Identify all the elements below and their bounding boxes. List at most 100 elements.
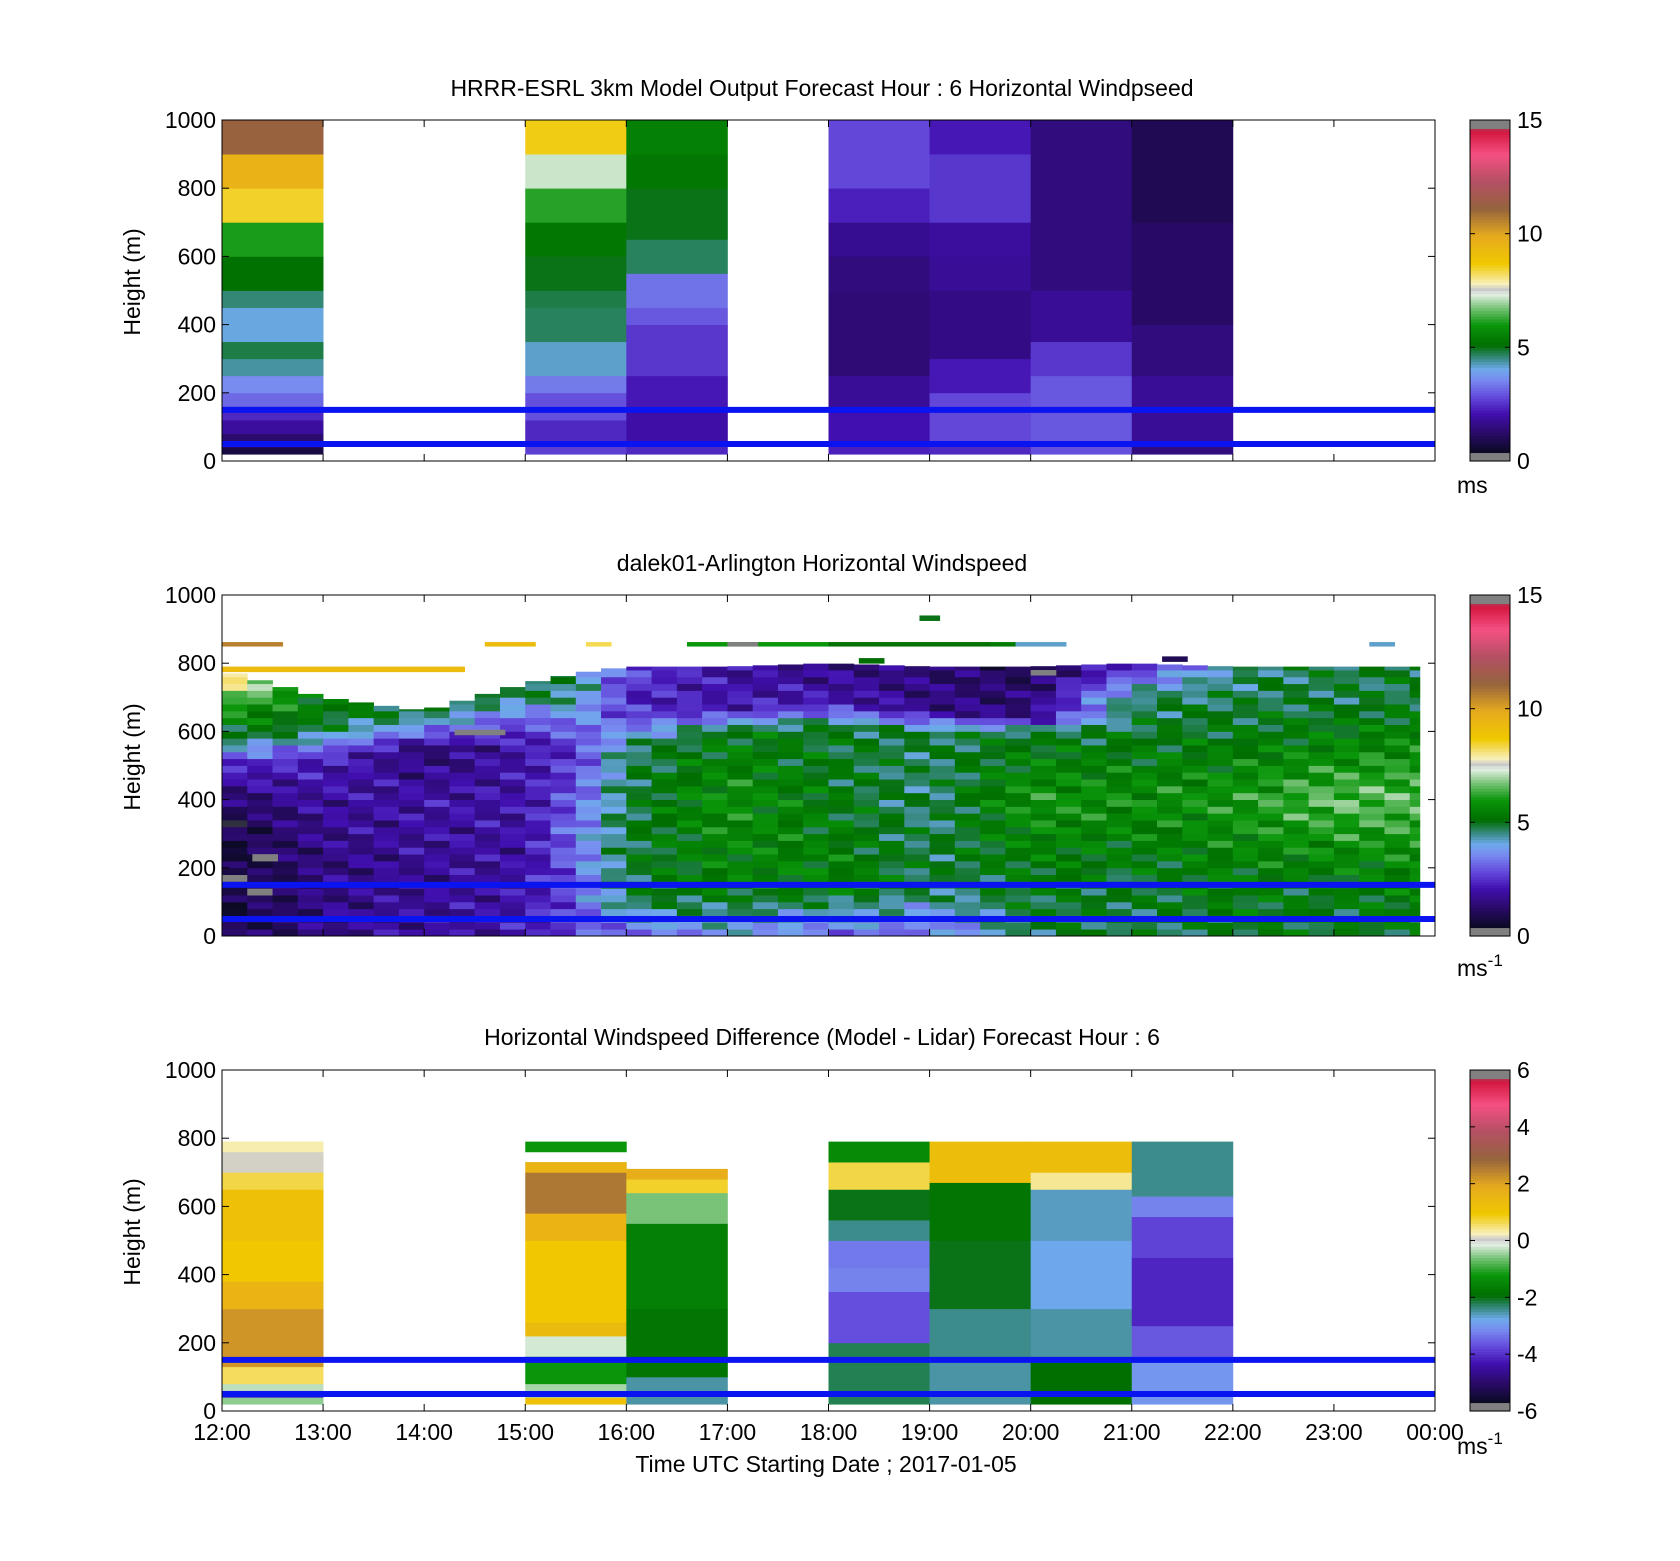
heatmap-cell — [297, 922, 324, 930]
heatmap-cells — [222, 120, 1234, 455]
heatmap-cell — [525, 901, 551, 910]
heatmap-cell — [626, 307, 728, 325]
heatmap-cell — [1207, 724, 1234, 732]
colorbar-segment — [1470, 347, 1510, 351]
heatmap-cell — [272, 772, 299, 780]
heatmap-cell — [1182, 745, 1208, 753]
heatmap-cell — [929, 895, 956, 903]
heatmap-cell — [1030, 341, 1133, 377]
x-tick-label: 12:00 — [193, 1419, 251, 1445]
heatmap-cell — [1005, 895, 1032, 903]
heatmap-cell — [1106, 758, 1133, 766]
colorbar-segment — [1470, 805, 1510, 809]
colorbar-segment — [1470, 176, 1510, 181]
heatmap-cell — [1030, 874, 1057, 882]
y-tick-label: 600 — [178, 1193, 216, 1219]
heatmap-cell — [1283, 826, 1310, 835]
heatmap-cell — [803, 745, 829, 753]
heatmap-cell — [1030, 1240, 1133, 1310]
heatmap-cell — [272, 779, 299, 787]
heatmap-cell — [1030, 1308, 1133, 1361]
heatmap-cell — [1131, 847, 1158, 855]
heatmap-cell — [272, 799, 299, 807]
heatmap-cell — [222, 854, 248, 862]
colorbar-segment — [1470, 893, 1510, 897]
heatmap-cell — [828, 710, 855, 719]
heatmap-cell — [525, 820, 551, 828]
heatmap-cell — [499, 690, 526, 698]
y-tick-label: 1000 — [165, 107, 216, 133]
heatmap-cell — [853, 664, 880, 671]
heatmap-cell — [550, 840, 577, 848]
heatmap-cell — [954, 785, 981, 794]
heatmap-cell — [1005, 758, 1032, 766]
heatmap-cell — [990, 642, 1016, 647]
heatmap-cell — [1131, 670, 1158, 678]
colorbar-segment — [1470, 1175, 1510, 1179]
colorbar-segment — [1470, 916, 1510, 920]
heatmap-cell — [1409, 847, 1421, 855]
heatmap-cell — [879, 895, 905, 903]
heatmap-cell — [727, 874, 754, 882]
colorbar-segment — [1470, 1388, 1510, 1392]
heatmap-cell — [1005, 772, 1032, 780]
heatmap-cell — [676, 847, 703, 855]
heatmap-cell — [1283, 888, 1310, 896]
heatmap-cell — [525, 188, 627, 223]
heatmap-cell — [1106, 826, 1133, 835]
heatmap-cell — [929, 670, 956, 678]
colorbar-segment — [1470, 162, 1510, 167]
heatmap-cell — [980, 666, 1006, 671]
heatmap-cell — [373, 901, 400, 910]
heatmap-cell — [1232, 929, 1259, 937]
heatmap-cell — [1359, 779, 1385, 787]
heatmap-cell — [626, 1223, 728, 1310]
heatmap-cell — [777, 854, 804, 862]
heatmap-cell — [550, 676, 577, 685]
heatmap-cell — [980, 792, 1006, 800]
colorbar-segment — [1470, 202, 1510, 206]
heatmap-cell — [247, 704, 273, 712]
colorbar-segment — [1470, 1399, 1510, 1404]
heatmap-cell — [575, 690, 602, 698]
colorbar-segment — [1470, 1382, 1510, 1387]
heatmap-cell — [1157, 785, 1183, 794]
heatmap-cell — [752, 731, 779, 739]
colorbar-segment — [1470, 264, 1510, 269]
heatmap-cell — [1333, 670, 1360, 678]
heatmap-cell — [550, 675, 577, 678]
heatmap-cell — [575, 854, 602, 862]
colorbar-segment — [1470, 1217, 1510, 1222]
heatmap-cell — [904, 867, 930, 876]
x-tick-label: 21:00 — [1103, 1419, 1161, 1445]
colorbar-segment — [1470, 910, 1510, 914]
heatmap-cell — [247, 772, 273, 780]
heatmap-cell — [752, 799, 779, 807]
heatmap-cell — [1384, 847, 1411, 855]
heatmap-cell — [980, 908, 1006, 916]
heatmap-cell — [626, 840, 652, 848]
heatmap-cell — [954, 895, 981, 903]
colorbar-segment — [1470, 259, 1510, 263]
heatmap-cell — [272, 806, 299, 814]
heatmap-cell — [222, 358, 324, 377]
heatmap-cell — [651, 840, 678, 848]
heatmap-cell — [1409, 704, 1421, 712]
heatmap-cell — [954, 840, 981, 848]
heatmap-cell — [1258, 813, 1284, 821]
heatmap-cell — [626, 813, 652, 821]
heatmap-cell — [1384, 697, 1411, 705]
heatmap-cell — [348, 929, 375, 937]
heatmap-cell — [323, 895, 349, 903]
heatmap-cell — [1207, 860, 1234, 869]
heatmap-cell — [449, 888, 476, 896]
heatmap-cell — [1308, 697, 1335, 705]
heatmap-cell — [247, 908, 273, 916]
heatmap-cell — [601, 690, 627, 698]
heatmap-cell — [1333, 860, 1360, 869]
heatmap-cell — [1081, 799, 1107, 807]
heatmap-cell — [929, 820, 956, 828]
colorbar-segment — [1470, 1374, 1510, 1378]
heatmap-cell — [474, 697, 501, 705]
heatmap-cell — [676, 765, 703, 773]
